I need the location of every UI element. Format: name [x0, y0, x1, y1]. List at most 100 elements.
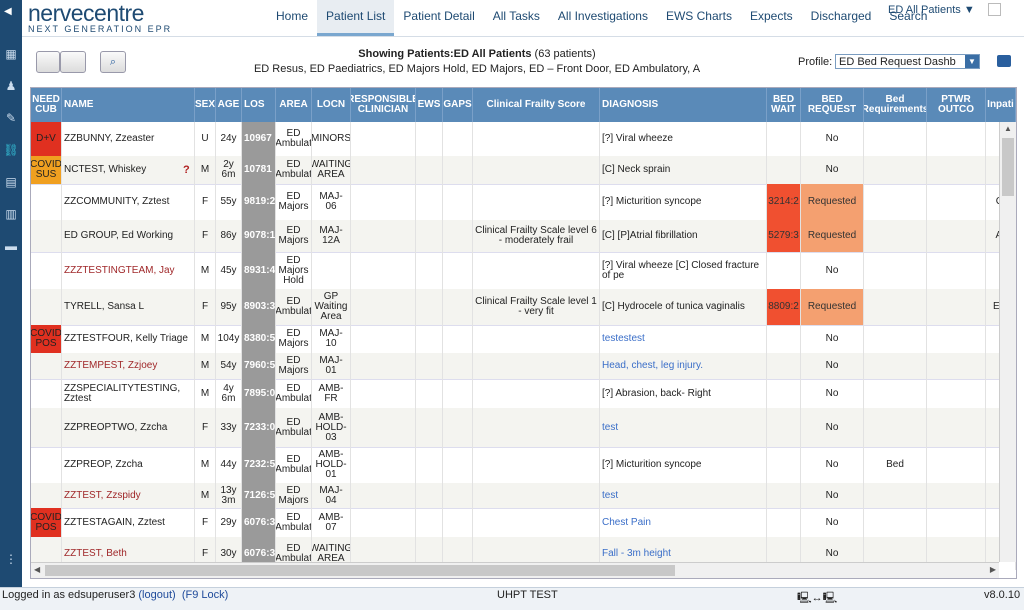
column-header-clinical-frailty-score[interactable]: Clinical Frailty Score	[473, 88, 600, 122]
column-header-ptwr-outco[interactable]: PTWR OUTCO	[927, 88, 986, 122]
diagnosis-cell[interactable]: Fall - 3m height	[600, 537, 767, 570]
patient-name-cell[interactable]: ZZPREOP, Zzcha	[62, 447, 195, 483]
patient-name-cell[interactable]: ZZTEST, Zzspidy	[62, 483, 195, 508]
bed-request-cell[interactable]: No	[801, 252, 864, 289]
column-header-name[interactable]: NAME	[62, 88, 195, 122]
diagnosis-cell[interactable]: Chest Pain	[600, 508, 767, 537]
patient-name-cell[interactable]: ZZPREOPTWO, Zzcha	[62, 408, 195, 447]
patient-name-cell[interactable]: ZZBUNNY, Zzeaster	[62, 122, 195, 156]
table-row[interactable]: COVID POS ZZTESTAGAIN, Zztest F 29y 6076:3 ED…	[31, 508, 1016, 538]
alert-question-icon[interactable]: ?	[183, 164, 190, 176]
table-row[interactable]: D+V ZZBUNNY, Zzeaster U 24y 10967 ED Ambulat M…	[31, 122, 1016, 157]
patient-name-cell[interactable]: ZZTEMPEST, Zzjoey	[62, 353, 195, 379]
clipboard-icon[interactable]: ▥	[5, 207, 17, 221]
diagnosis-cell[interactable]: [?] Viral wheeze	[600, 122, 767, 156]
table-row[interactable]: ZZCOMMUNITY, Zztest F 55y 9819:2 ED Majors MA…	[31, 184, 1016, 221]
bed-request-cell[interactable]: No	[801, 483, 864, 508]
bed-icon[interactable]: ▬	[5, 239, 17, 253]
column-header-inpati[interactable]: Inpati	[986, 88, 1016, 122]
nav-discharged[interactable]: Discharged	[810, 9, 872, 23]
bed-request-cell[interactable]: No	[801, 408, 864, 447]
patient-name-cell[interactable]: TYRELL, Sansa L	[62, 289, 195, 325]
nav-patient-list[interactable]: Patient List	[317, 0, 395, 36]
table-row[interactable]: ED GROUP, Ed Working F 86y 9078:1 ED Majors M…	[31, 220, 1016, 253]
scroll-up-icon[interactable]: ▲	[1004, 124, 1012, 133]
table-row[interactable]: ZZTEST, Zzspidy M 13y 3m 7126:5 ED Majors MAJ…	[31, 483, 1016, 509]
table-row[interactable]: ZZPREOP, Zzcha M 44y 7232:5 ED Ambulat AMB-HO…	[31, 447, 1016, 484]
bed-request-cell[interactable]: Requested	[801, 220, 864, 252]
column-header-sex[interactable]: SEX	[195, 88, 216, 122]
diagnosis-cell[interactable]: test	[600, 408, 767, 447]
table-row[interactable]: ZZZTESTINGTEAM, Jay M 45y 8931:4 ED Majors H…	[31, 252, 1016, 290]
window-restore-icon[interactable]	[988, 3, 1001, 16]
bed-request-cell[interactable]: No	[801, 353, 864, 379]
column-header-gaps[interactable]: GAPS	[443, 88, 473, 122]
bed-request-cell[interactable]: No	[801, 379, 864, 408]
back-arrow-icon[interactable]: ◀	[4, 6, 12, 17]
horizontal-scroll-thumb[interactable]	[45, 565, 675, 576]
layout-compact-button[interactable]	[36, 51, 60, 73]
column-header-los[interactable]: LOS	[242, 88, 276, 122]
scroll-left-icon[interactable]: ◀	[34, 565, 41, 574]
patient-name-cell[interactable]: ZZTESTFOUR, Kelly Triage	[62, 325, 195, 353]
profile-select[interactable]: ED Bed Request Dashb ▼	[835, 54, 980, 69]
bed-request-cell[interactable]: No	[801, 156, 864, 184]
diagnosis-cell[interactable]: testestest	[600, 325, 767, 353]
table-row[interactable]: ZZSPECIALITYTESTING, Zztest M 4y 6m 7895:0 E…	[31, 379, 1016, 409]
nav-all-investigations[interactable]: All Investigations	[557, 9, 648, 23]
logout-link[interactable]: (logout)	[138, 589, 176, 601]
vertical-scroll-thumb[interactable]	[1002, 138, 1014, 196]
print-icon[interactable]	[997, 55, 1011, 67]
archive-icon[interactable]: ▤	[5, 175, 17, 189]
column-header-need-cub[interactable]: NEED CUB	[31, 88, 62, 122]
column-header-diagnosis[interactable]: DIAGNOSIS	[600, 88, 767, 122]
horizontal-scrollbar[interactable]: ◀ ▶	[31, 562, 999, 578]
patient-name-cell[interactable]: ZZTEST, Beth	[62, 537, 195, 570]
diagnosis-cell[interactable]: [?] Abrasion, back- Right	[600, 379, 767, 408]
patient-name-cell[interactable]: ED GROUP, Ed Working	[62, 220, 195, 252]
nav-ews-charts[interactable]: EWS Charts	[665, 9, 732, 23]
nav-expects[interactable]: Expects	[749, 9, 793, 23]
bed-request-cell[interactable]: No	[801, 447, 864, 483]
bed-request-cell[interactable]: No	[801, 325, 864, 353]
nav-all-tasks[interactable]: All Tasks	[492, 9, 540, 23]
diagnosis-cell[interactable]: [C] Hydrocele of tunica vaginalis	[600, 289, 767, 325]
bed-request-cell[interactable]: No	[801, 537, 864, 570]
dashboard-icon[interactable]: ▦	[5, 47, 17, 61]
diagnosis-cell[interactable]: [C] [P]Atrial fibrillation	[600, 220, 767, 252]
nav-patient-detail[interactable]: Patient Detail	[403, 9, 475, 23]
bed-request-cell[interactable]: Requested	[801, 289, 864, 325]
column-header-bed-wait[interactable]: BED WAIT	[767, 88, 801, 122]
scroll-right-icon[interactable]: ▶	[989, 565, 996, 574]
table-row[interactable]: ZZPREOPTWO, Zzcha F 33y 7233:0 ED Ambulat AMB…	[31, 408, 1016, 448]
patient-name-cell[interactable]: ZZZTESTINGTEAM, Jay	[62, 252, 195, 289]
bed-request-cell[interactable]: No	[801, 508, 864, 537]
table-row[interactable]: COVID SUS NCTEST, Whiskey M 2y 6m 10781 ED Am…	[31, 156, 1016, 185]
diagnosis-cell[interactable]: [?] Viral wheeze [C] Closed fracture of …	[600, 252, 767, 289]
column-header-responsible-clinician[interactable]: RESPONSIBLE CLINICIAN	[351, 88, 416, 122]
nav-search[interactable]: Search	[889, 9, 928, 23]
column-header-bed-request[interactable]: BED REQUEST	[801, 88, 864, 122]
column-header-ews[interactable]: EWS	[416, 88, 443, 122]
patient-name-cell[interactable]: ZZTESTAGAIN, Zztest	[62, 508, 195, 537]
column-header-locn[interactable]: LOCN	[312, 88, 351, 122]
bed-request-cell[interactable]: Requested	[801, 184, 864, 220]
layout-list-button[interactable]	[60, 51, 86, 73]
diagnosis-cell[interactable]: [?] Micturition syncope	[600, 447, 767, 483]
more-options-icon[interactable]: ⋮	[5, 552, 17, 566]
patient-name-cell[interactable]: NCTEST, Whiskey	[62, 156, 195, 184]
search-patients-button[interactable]: ⌕	[100, 51, 126, 73]
table-row[interactable]: COVID POS ZZTESTFOUR, Kelly Triage M 104y 83…	[31, 325, 1016, 354]
pen-icon[interactable]: ✎	[5, 111, 17, 125]
patient-name-cell[interactable]: ZZCOMMUNITY, Zztest	[62, 184, 195, 220]
patient-name-cell[interactable]: ZZSPECIALITYTESTING, Zztest	[62, 379, 195, 408]
bed-request-cell[interactable]: No	[801, 122, 864, 156]
vertical-scrollbar[interactable]: ▲	[999, 122, 1016, 562]
diagnosis-cell[interactable]: Head, chest, leg injury.	[600, 353, 767, 379]
column-header-area[interactable]: AREA	[276, 88, 312, 122]
table-row[interactable]: TYRELL, Sansa L F 95y 8903:3 ED Ambulat GP Wa…	[31, 289, 1016, 326]
context-selector[interactable]: ED All Patients ▼	[888, 4, 975, 16]
user-icon[interactable]: ♟	[5, 79, 17, 93]
lock-link[interactable]: (F9 Lock)	[181, 589, 229, 601]
diagnosis-cell[interactable]: [?] Micturition syncope	[600, 184, 767, 220]
